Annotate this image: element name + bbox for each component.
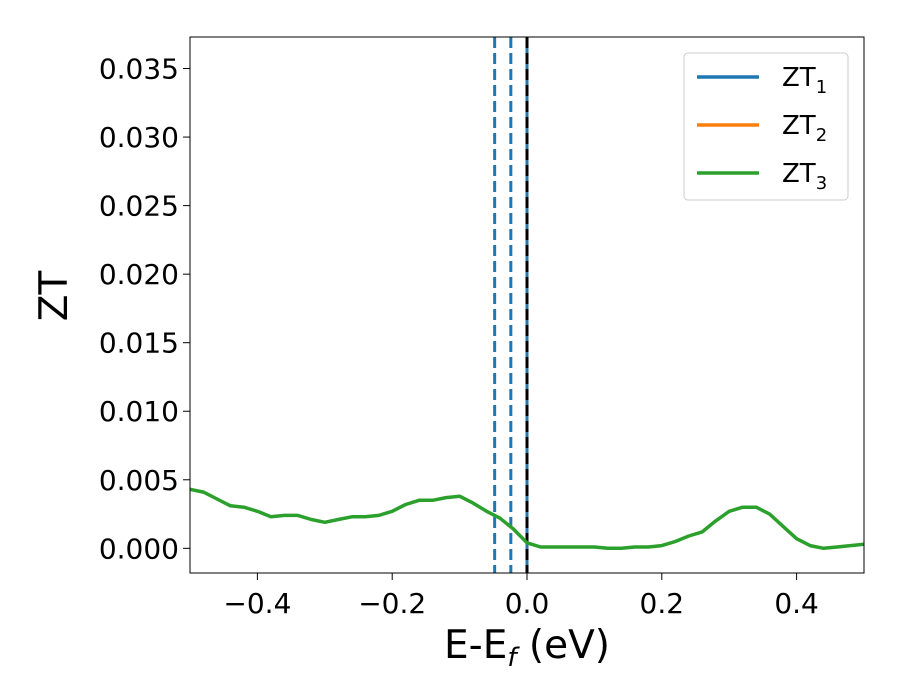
x-tick-label: 0.0 [505,587,550,620]
y-tick-label: 0.010 [99,395,179,428]
x-tick-label: −0.4 [223,587,291,620]
x-axis-ticks: −0.4 −0.2 0.0 0.2 0.4 [223,573,819,620]
legend-label: ZT1 [782,63,827,98]
series-line-3 [190,487,864,551]
x-tick-label: 0.4 [774,587,819,620]
x-axis-label: E-Ef (eV) [444,623,610,673]
y-tick-label: 0.020 [99,258,179,291]
y-axis-label: ZT [32,271,77,322]
legend: ZT1 ZT2 ZT3 [683,52,849,201]
series-lines [190,487,864,551]
legend-box [683,52,849,201]
y-tick-label: 0.005 [99,464,179,497]
y-tick-label: 0.025 [99,190,179,223]
x-tick-label: 0.2 [640,587,685,620]
y-tick-label: 0.035 [99,53,179,86]
x-tick-label: −0.2 [358,587,426,620]
legend-label: ZT3 [782,159,827,194]
y-tick-label: 0.000 [99,532,179,565]
y-axis-ticks: 0.000 0.005 0.010 0.015 0.020 0.025 0.030 0.035 [99,53,190,565]
legend-label: ZT2 [782,111,827,146]
vertical-markers [493,37,529,573]
y-tick-label: 0.015 [99,327,179,360]
y-tick-label: 0.030 [99,121,179,154]
